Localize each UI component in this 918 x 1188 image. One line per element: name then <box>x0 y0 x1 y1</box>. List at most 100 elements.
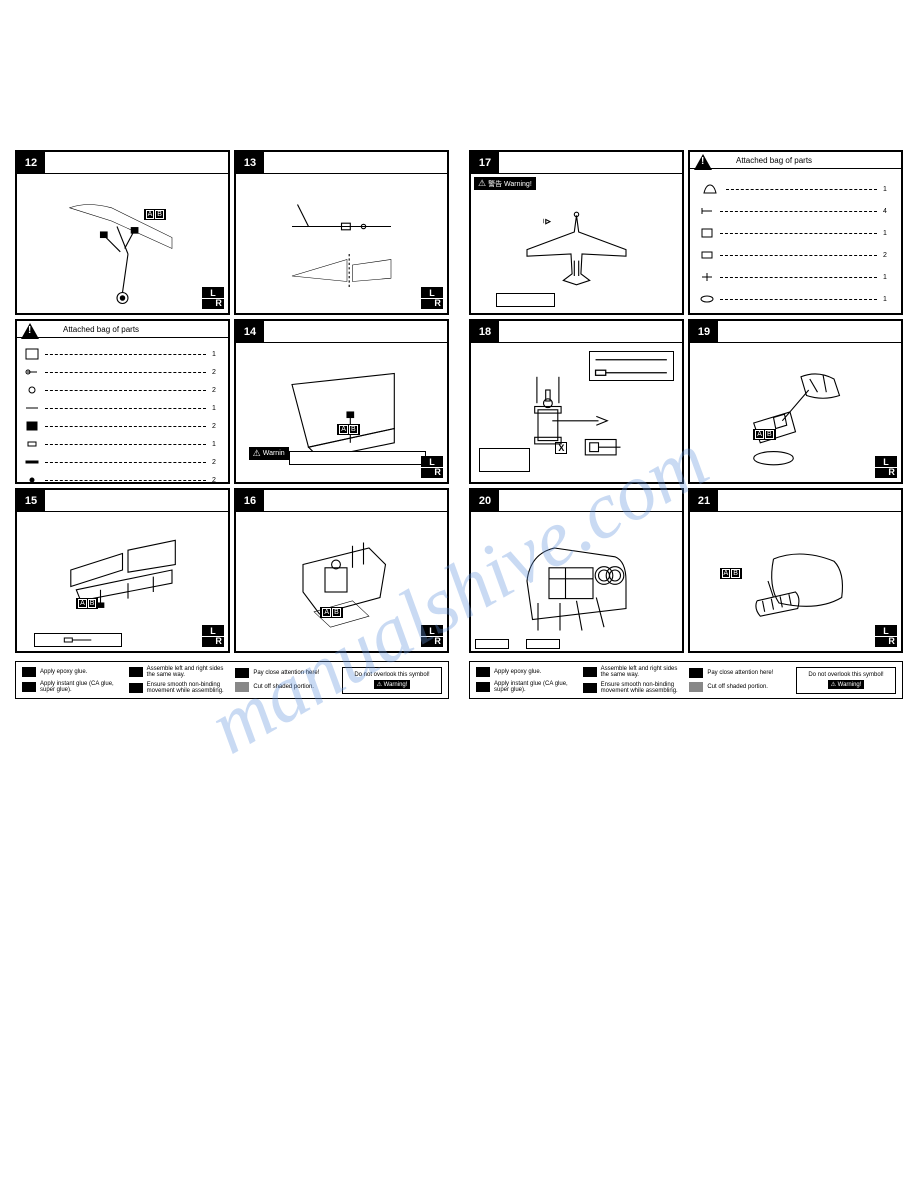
step-16: 16 AB <box>234 488 449 653</box>
legend-item: Assemble left and right sides the same w… <box>129 666 228 678</box>
caption <box>289 451 426 465</box>
lr-icon <box>421 456 443 478</box>
wing-tip-diagram <box>240 199 443 309</box>
step-number: 16 <box>236 490 264 511</box>
lr-icon <box>875 625 897 647</box>
warning-icon <box>694 154 712 170</box>
epoxy-icon <box>476 667 490 677</box>
step-number: 13 <box>236 152 264 173</box>
part-row: 1 <box>25 348 220 360</box>
part-row: 2 <box>25 474 220 484</box>
ab-glue-icon: AB <box>76 598 98 609</box>
part-row: 1 <box>700 227 891 239</box>
cut-icon <box>235 682 249 692</box>
step-12: 12 AB <box>15 150 230 315</box>
part-row: 2 <box>700 249 891 261</box>
step-number: 15 <box>17 490 45 511</box>
warning-icon <box>21 323 39 339</box>
canopy-parts-diagram <box>694 368 897 478</box>
lr-icon <box>421 625 443 647</box>
part-row: 1 <box>25 438 220 450</box>
ca-glue-icon <box>476 682 490 692</box>
ab-glue-icon: AB <box>337 424 359 435</box>
part-row: 1 <box>700 271 891 283</box>
ab-glue-icon: AB <box>720 568 742 579</box>
warning-label: Warnin <box>249 447 289 460</box>
part-row: 4 <box>700 205 891 217</box>
attention-icon <box>235 668 249 678</box>
part-row: 2 <box>25 384 220 396</box>
step-number: 20 <box>471 490 499 511</box>
part-row: 2 <box>25 456 220 468</box>
legend-item: Apply epoxy glue. <box>476 667 575 677</box>
legend-item: Assemble left and right sides the same w… <box>583 666 682 678</box>
part-row: 1 <box>25 402 220 414</box>
lr-legend-icon <box>129 667 143 677</box>
legend-item: Pay close attention here! <box>689 668 788 678</box>
step-18: 18 <box>469 319 684 484</box>
attention-icon <box>689 668 703 678</box>
step-21: 21 AB <box>688 488 903 653</box>
step-number: 17 <box>471 152 499 173</box>
step-title <box>718 321 901 342</box>
step-grid-right: 17 警告 Warning! ▶ <box>469 150 903 653</box>
caption <box>34 633 123 647</box>
x-marker: X <box>555 442 567 454</box>
step-title <box>264 152 447 173</box>
step-number: 21 <box>690 490 718 511</box>
legend-item: Cut off shaded portion. <box>689 682 788 692</box>
step-grid-left: 1 2 AB <box>15 150 449 653</box>
step-title <box>499 490 682 511</box>
ab-glue-icon: AB <box>753 429 775 440</box>
step-15: 15 AB <box>15 488 230 653</box>
lr-legend-icon <box>583 667 597 677</box>
lr-icon <box>875 456 897 478</box>
step-title <box>499 321 682 342</box>
footer-legend: Apply epoxy glue. Apply instant glue (CA… <box>15 661 449 699</box>
step-title <box>45 490 228 511</box>
exhaust-diagram <box>694 537 897 647</box>
parts-list: 1 2 2 1 2 1 2 2 2 <box>21 342 224 484</box>
caption <box>475 639 509 649</box>
step-17: 17 警告 Warning! ▶ <box>469 150 684 315</box>
landing-gear-diagram <box>21 199 224 309</box>
part-row: 1 <box>700 183 891 195</box>
step-number: 14 <box>236 321 264 342</box>
ab-glue-icon: AB <box>144 209 166 220</box>
legend-item: Ensure smooth non-binding movement while… <box>583 682 682 694</box>
aileron-rod-diagram <box>21 537 224 647</box>
fuselage-internal-diagram <box>475 537 678 647</box>
caption <box>589 351 673 381</box>
step-number: 18 <box>471 321 499 342</box>
parts-list-panel-2: Attached bag of parts 1 4 1 2 1 1 <box>688 150 903 315</box>
lr-icon <box>202 625 224 647</box>
caption <box>526 639 560 649</box>
legend-item: Ensure smooth non-binding movement while… <box>129 682 228 694</box>
part-row: 1 <box>700 293 891 305</box>
page-right: 17 警告 Warning! ▶ <box>469 150 903 699</box>
step-19: 19 AB <box>688 319 903 484</box>
cut-icon <box>689 682 703 692</box>
caption <box>496 293 555 307</box>
step-number: 19 <box>690 321 718 342</box>
step-title <box>264 321 447 342</box>
ca-glue-icon <box>22 682 36 692</box>
svg-text:▶: ▶ <box>546 219 551 225</box>
epoxy-icon <box>22 667 36 677</box>
step-title: Attached bag of parts <box>35 321 228 337</box>
smooth-icon <box>129 683 143 693</box>
legend-item: Pay close attention here! <box>235 668 334 678</box>
legend-item: Apply instant glue (CA glue, super glue)… <box>22 681 121 693</box>
caption <box>479 448 530 472</box>
part-row: 2 <box>25 366 220 378</box>
step-title: Attached bag of parts <box>708 152 901 168</box>
ab-glue-icon: AB <box>320 607 342 618</box>
part-row: 2 <box>25 420 220 432</box>
smooth-icon <box>583 683 597 693</box>
warning-notice: Do not overlook this symbol! ⚠ Warning! <box>342 667 442 694</box>
step-13: 13 <box>234 150 449 315</box>
servo-mount-diagram <box>240 537 443 647</box>
step-title <box>264 490 447 511</box>
legend-item: Apply instant glue (CA glue, super glue)… <box>476 681 575 693</box>
step-title <box>718 490 901 511</box>
